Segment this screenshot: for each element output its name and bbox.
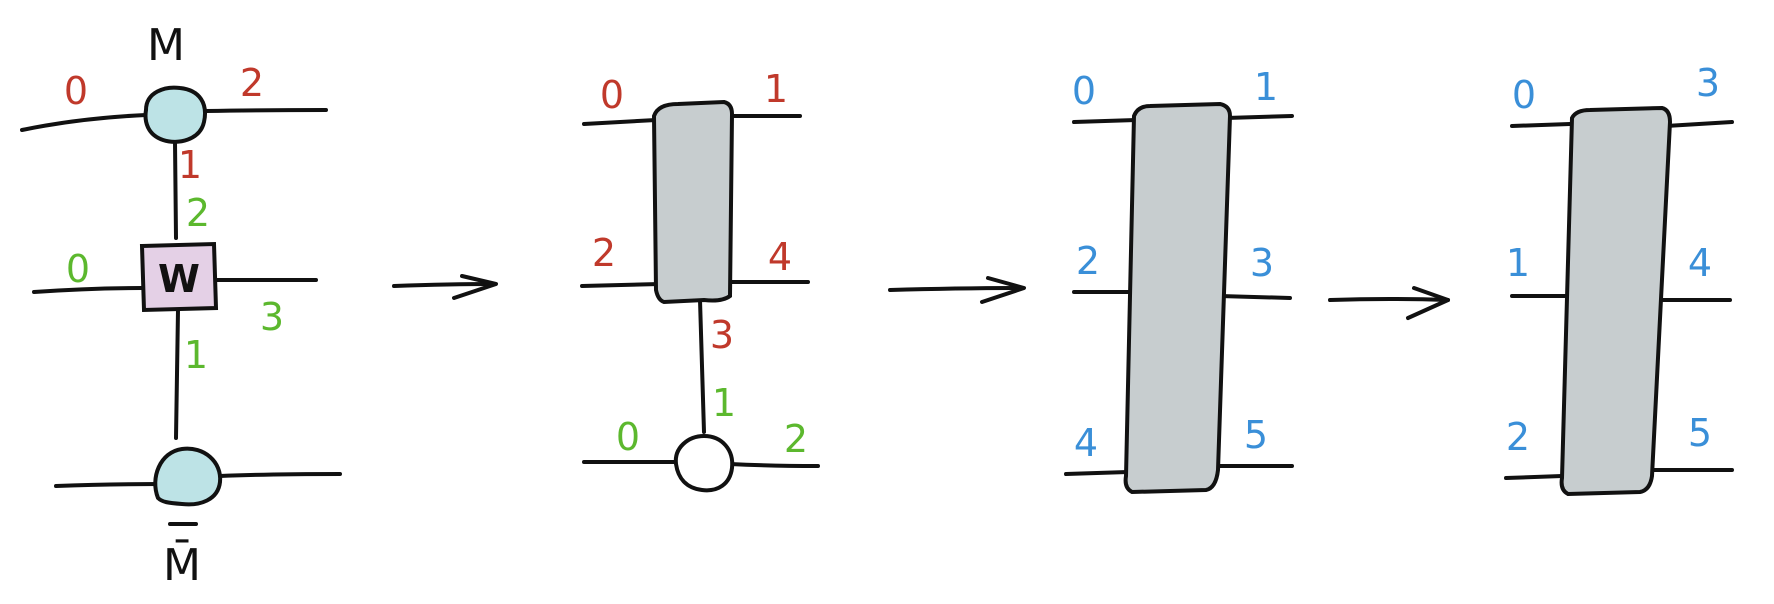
- panel4-left-leg-bottom: [1504, 474, 1564, 480]
- panel4-leg-5: 5: [1688, 411, 1712, 455]
- mpo-leg-0: 0: [66, 247, 90, 291]
- panel-3: 0 1 2 3 4 5: [1064, 65, 1294, 495]
- bottom-site-label: M̄: [163, 538, 201, 591]
- panel-1: W M M̄ 0 2 1 2 0 3 1: [20, 20, 342, 591]
- bottom-site-mps-tensor: [153, 446, 223, 507]
- top-site-vertical-leg: [173, 140, 178, 240]
- open-site-tensor: [673, 433, 735, 493]
- bottom-site-right-leg: [218, 472, 342, 478]
- top-site-mps-tensor: [143, 85, 207, 144]
- mpo-label: W: [158, 257, 200, 301]
- panel3-right-leg-middle: [1218, 294, 1292, 300]
- panel4-left-leg-top: [1510, 122, 1572, 128]
- mpo-tensor: [139, 241, 219, 313]
- block-leg-3: 3: [710, 313, 734, 357]
- top-site-leg-0: 0: [64, 69, 88, 113]
- arrow-2: [888, 276, 1026, 304]
- block-left-bottom-leg: [580, 282, 662, 288]
- top-site-right-leg: [204, 108, 328, 113]
- panel3-block: [1123, 101, 1233, 495]
- bottom-site-left-leg: [54, 482, 162, 488]
- block-left-top-leg: [582, 118, 658, 126]
- site-leg-2: 2: [784, 417, 808, 461]
- panel-4: 0 3 1 4 2 5: [1504, 61, 1734, 497]
- mpo-leg-1: 1: [184, 333, 208, 377]
- block-vertical-leg: [698, 298, 706, 434]
- panel4-block: [1559, 105, 1673, 497]
- panel3-leg-2: 2: [1076, 239, 1100, 283]
- block-leg-0: 0: [600, 73, 624, 117]
- site-leg-0: 0: [616, 415, 640, 459]
- top-site-label: M: [147, 20, 185, 71]
- block-leg-4: 4: [768, 235, 792, 279]
- panel4-leg-2: 2: [1506, 415, 1530, 459]
- panel3-leg-1: 1: [1254, 65, 1278, 109]
- panel3-left-leg-top: [1072, 118, 1138, 124]
- mpo-vertical-leg: [174, 308, 180, 440]
- panel3-leg-3: 3: [1250, 241, 1274, 285]
- arrow-1: [392, 274, 498, 300]
- panel3-leg-5: 5: [1244, 413, 1268, 457]
- panel3-leg-4: 4: [1074, 421, 1098, 465]
- mpo-leg-3: 3: [260, 295, 284, 339]
- site-leg-1: 1: [712, 381, 736, 425]
- panel4-leg-1: 1: [1506, 241, 1530, 285]
- site-right-leg: [728, 462, 820, 468]
- panel4-right-leg-top: [1664, 120, 1734, 128]
- arrow-3: [1328, 286, 1450, 320]
- panel3-left-leg-bottom: [1064, 470, 1130, 476]
- panel3-leg-0: 0: [1072, 69, 1096, 113]
- block-leg-2: 2: [592, 231, 616, 275]
- panel4-leg-4: 4: [1688, 241, 1712, 285]
- top-site-left-leg: [20, 113, 148, 132]
- panel3-right-leg-top: [1224, 114, 1294, 120]
- top-site-leg-1: 1: [178, 143, 202, 187]
- panel-2: 0 1 2 4 3 1 0 2: [580, 67, 820, 493]
- block-leg-1: 1: [764, 67, 788, 111]
- mpo-left-leg: [32, 286, 144, 294]
- contracted-block: [651, 99, 735, 305]
- panel4-leg-3: 3: [1696, 61, 1720, 105]
- top-site-leg-2: 2: [240, 61, 264, 105]
- panel4-leg-0: 0: [1512, 73, 1536, 117]
- mpo-leg-2: 2: [186, 191, 210, 235]
